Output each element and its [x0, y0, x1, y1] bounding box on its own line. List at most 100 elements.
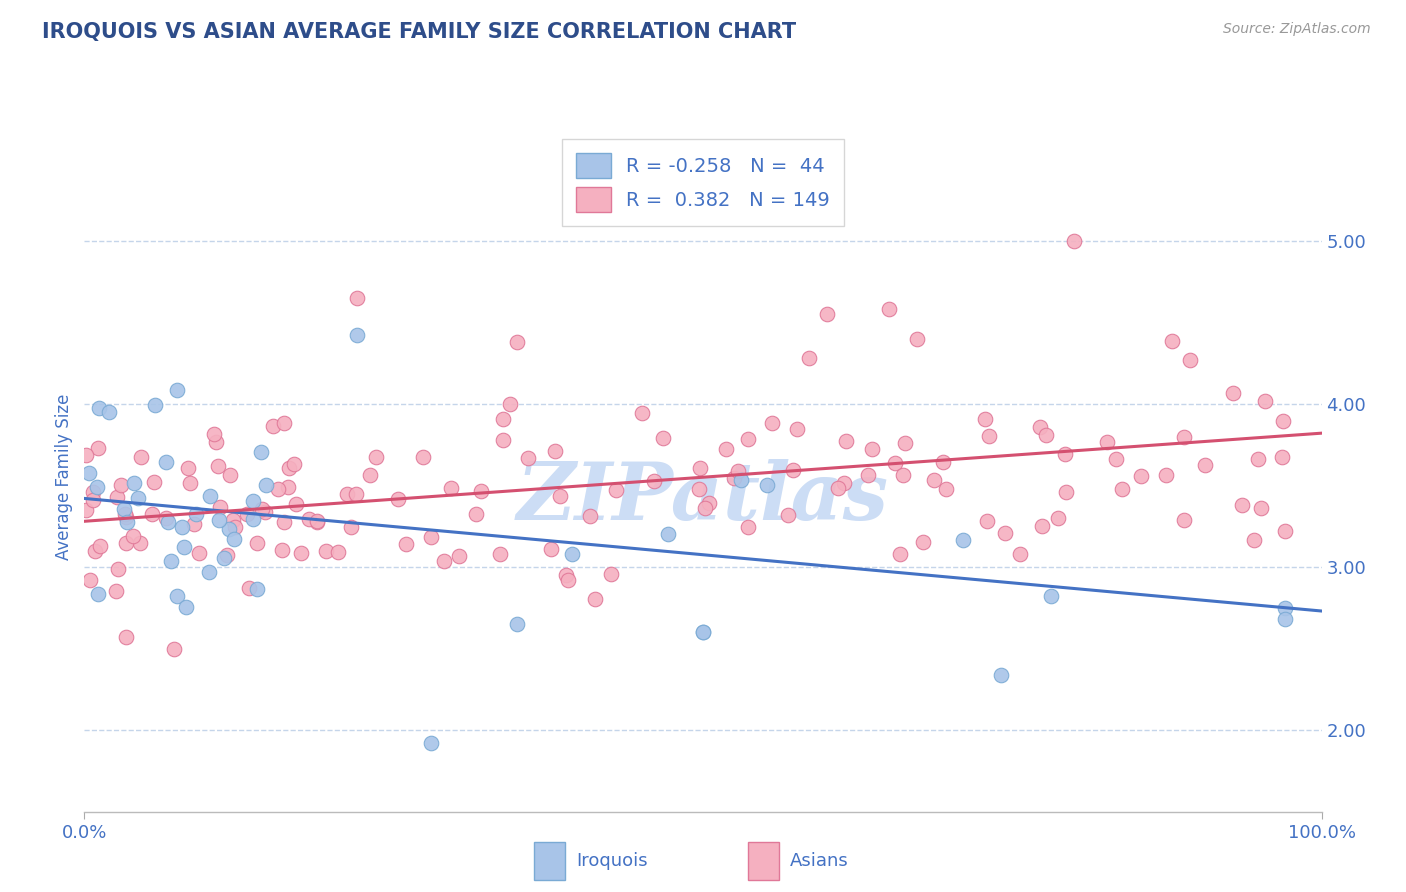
Point	[1173, 513, 1195, 527]
Point	[115, 535, 138, 549]
Point	[285, 497, 308, 511]
Point	[688, 483, 710, 497]
Point	[911, 535, 934, 549]
Point	[98, 405, 121, 419]
Point	[492, 412, 515, 426]
Point	[1035, 428, 1057, 442]
Point	[723, 471, 745, 485]
Point	[267, 482, 290, 496]
Point	[433, 554, 456, 568]
Point	[550, 489, 572, 503]
Point	[737, 432, 759, 446]
Point	[1010, 547, 1032, 561]
Point	[246, 582, 269, 596]
Point	[932, 455, 955, 469]
Point	[184, 507, 207, 521]
Point	[105, 490, 128, 504]
Point	[884, 456, 907, 470]
Point	[440, 482, 463, 496]
Point	[86, 480, 108, 494]
Legend: R = -0.258   N =  44, R =  0.382   N = 149: R = -0.258 N = 44, R = 0.382 N = 149	[562, 139, 844, 226]
Point	[976, 514, 998, 528]
Point	[889, 547, 911, 561]
Point	[419, 530, 441, 544]
Point	[75, 502, 97, 516]
Point	[776, 508, 799, 523]
Point	[112, 502, 135, 516]
Point	[290, 546, 312, 560]
Point	[252, 502, 274, 516]
Point	[115, 515, 138, 529]
Point	[540, 541, 562, 556]
Point	[1274, 612, 1296, 626]
Point	[1104, 452, 1126, 467]
Point	[131, 450, 153, 464]
Text: Iroquois: Iroquois	[576, 852, 648, 870]
Point	[87, 441, 110, 455]
Point	[1031, 518, 1053, 533]
Point	[236, 507, 259, 521]
Point	[283, 458, 305, 472]
Point	[489, 547, 512, 561]
Point	[1160, 334, 1182, 348]
Point	[935, 483, 957, 497]
Point	[1274, 524, 1296, 538]
Point	[561, 547, 583, 561]
Point	[834, 434, 856, 449]
Point	[202, 427, 225, 442]
Point	[249, 445, 271, 459]
Point	[449, 549, 471, 563]
Point	[173, 540, 195, 554]
Point	[215, 548, 238, 562]
Point	[77, 466, 100, 480]
Point	[246, 536, 269, 550]
Point	[605, 483, 627, 498]
Point	[832, 476, 855, 491]
Point	[412, 450, 434, 464]
Point	[755, 478, 778, 492]
Point	[782, 463, 804, 477]
Point	[492, 434, 515, 448]
Point	[346, 328, 368, 343]
Point	[141, 507, 163, 521]
Point	[1271, 413, 1294, 427]
Point	[922, 474, 945, 488]
Point	[1129, 468, 1152, 483]
Point	[1053, 447, 1076, 461]
Point	[1194, 458, 1216, 472]
Point	[242, 512, 264, 526]
Point	[364, 450, 387, 464]
Point	[177, 460, 200, 475]
Point	[557, 574, 579, 588]
Point	[395, 537, 418, 551]
Point	[599, 566, 621, 581]
Point	[197, 565, 219, 579]
Point	[122, 529, 145, 543]
Point	[105, 583, 128, 598]
Point	[979, 429, 1001, 443]
Point	[82, 493, 104, 508]
Point	[174, 600, 197, 615]
Point	[1254, 394, 1277, 409]
Point	[856, 468, 879, 483]
Point	[307, 515, 329, 529]
Point	[1230, 498, 1253, 512]
Point	[79, 574, 101, 588]
Point	[262, 419, 284, 434]
Point	[544, 444, 567, 458]
Point	[695, 500, 717, 515]
Point	[506, 617, 529, 632]
Point	[860, 442, 883, 456]
Point	[464, 507, 486, 521]
Point	[973, 412, 995, 426]
Point	[179, 475, 201, 490]
Point	[1180, 353, 1202, 368]
Y-axis label: Average Family Size: Average Family Size	[55, 394, 73, 560]
Point	[579, 509, 602, 524]
Point	[339, 520, 361, 534]
Point	[218, 522, 240, 536]
Point	[583, 592, 606, 607]
Point	[110, 478, 132, 492]
Point	[87, 587, 110, 601]
Point	[815, 307, 838, 321]
